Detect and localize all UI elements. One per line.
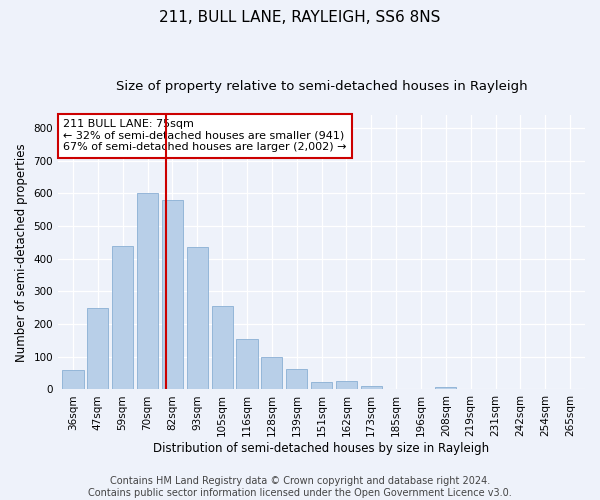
- Bar: [361, 386, 382, 390]
- Bar: [261, 357, 283, 390]
- Text: 211 BULL LANE: 75sqm
← 32% of semi-detached houses are smaller (941)
67% of semi: 211 BULL LANE: 75sqm ← 32% of semi-detac…: [64, 119, 347, 152]
- Bar: [162, 200, 183, 390]
- Bar: [87, 308, 109, 390]
- X-axis label: Distribution of semi-detached houses by size in Rayleigh: Distribution of semi-detached houses by …: [154, 442, 490, 455]
- Bar: [311, 382, 332, 390]
- Text: 211, BULL LANE, RAYLEIGH, SS6 8NS: 211, BULL LANE, RAYLEIGH, SS6 8NS: [160, 10, 440, 25]
- Bar: [187, 248, 208, 390]
- Bar: [137, 194, 158, 390]
- Title: Size of property relative to semi-detached houses in Rayleigh: Size of property relative to semi-detach…: [116, 80, 527, 93]
- Bar: [336, 382, 357, 390]
- Bar: [62, 370, 83, 390]
- Text: Contains HM Land Registry data © Crown copyright and database right 2024.
Contai: Contains HM Land Registry data © Crown c…: [88, 476, 512, 498]
- Bar: [212, 306, 233, 390]
- Bar: [435, 387, 457, 390]
- Bar: [236, 339, 257, 390]
- Y-axis label: Number of semi-detached properties: Number of semi-detached properties: [15, 143, 28, 362]
- Bar: [112, 246, 133, 390]
- Bar: [286, 369, 307, 390]
